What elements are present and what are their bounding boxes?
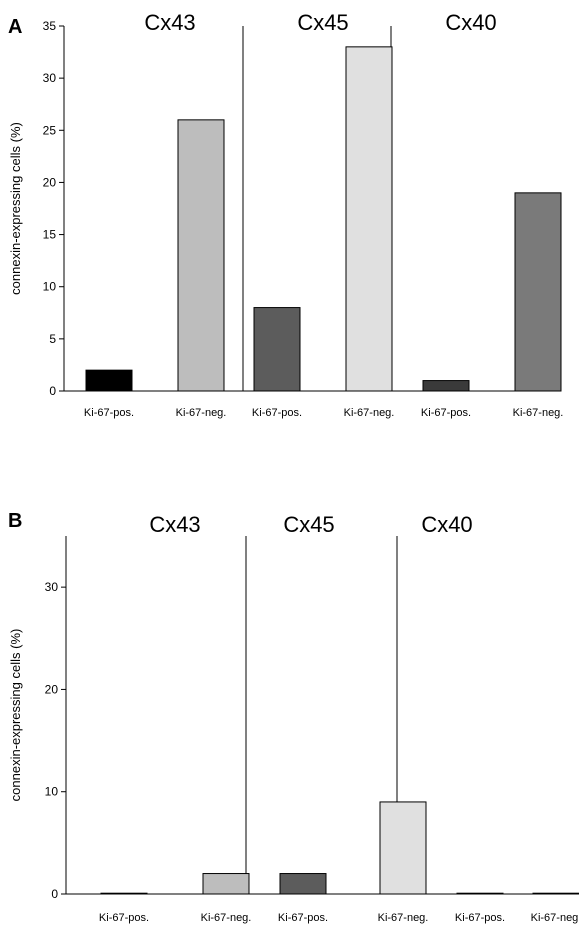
y-tick-label: 20	[45, 682, 59, 696]
panel-b: B 0 10 20 30 connexin-expressing cells (%) Cx4…	[8, 510, 579, 924]
category-label: Ki-67-neg.	[513, 407, 564, 419]
y-axis-label: connexin-expressing cells (%)	[8, 122, 23, 295]
category-label: Ki-67-neg.	[378, 912, 429, 924]
bar-5	[456, 892, 504, 895]
y-axis-label: connexin-expressing cells (%)	[8, 629, 23, 802]
category-label: Ki-67-neg.	[344, 407, 395, 419]
y-tick-label: 30	[43, 71, 57, 85]
bar-3	[253, 307, 301, 392]
y-tick-label: 5	[49, 332, 56, 346]
bar-4	[345, 46, 393, 392]
category-label: Ki-67-neg.	[176, 407, 227, 419]
group-title-cx43: Cx43	[149, 512, 200, 537]
y-tick-label: 30	[45, 580, 59, 594]
category-label: Ki-67-pos.	[455, 912, 505, 924]
y-tick-label: 0	[49, 384, 56, 398]
y-tick-label: 25	[43, 123, 57, 137]
y-tick-label: 15	[43, 228, 57, 242]
category-label: Ki-67-neg.	[201, 912, 252, 924]
panel-a: A 0 5 10 15 20 25 30 35 connexin-expressing cells…	[8, 10, 563, 419]
y-tick-label: 10	[45, 785, 59, 799]
category-label: Ki-67-neg.	[531, 912, 579, 924]
group-title-cx43: Cx43	[144, 10, 195, 35]
bar-6	[514, 192, 562, 392]
group-title-cx45: Cx45	[297, 10, 348, 35]
y-tick-label: 0	[51, 887, 58, 901]
category-label: Ki-67-pos.	[278, 912, 328, 924]
group-title-cx40: Cx40	[445, 10, 496, 35]
category-label: Ki-67-pos.	[84, 407, 134, 419]
bar-6	[532, 892, 579, 895]
bar-1	[100, 892, 148, 895]
bar-2	[177, 119, 225, 392]
y-tick-label: 35	[43, 19, 57, 33]
group-title-cx40: Cx40	[421, 512, 472, 537]
bar-2	[202, 873, 250, 895]
group-title-cx45: Cx45	[283, 512, 334, 537]
category-label: Ki-67-pos.	[421, 407, 471, 419]
category-label: Ki-67-pos.	[252, 407, 302, 419]
y-tick-label: 20	[43, 175, 57, 189]
bar-4	[379, 801, 427, 895]
bar-5	[422, 380, 470, 392]
bar-1	[85, 369, 133, 392]
y-tick-label: 10	[43, 280, 57, 294]
category-label: Ki-67-pos.	[99, 912, 149, 924]
bar-3	[279, 873, 327, 895]
panel-letter: A	[8, 16, 22, 38]
panel-letter: B	[8, 510, 22, 532]
